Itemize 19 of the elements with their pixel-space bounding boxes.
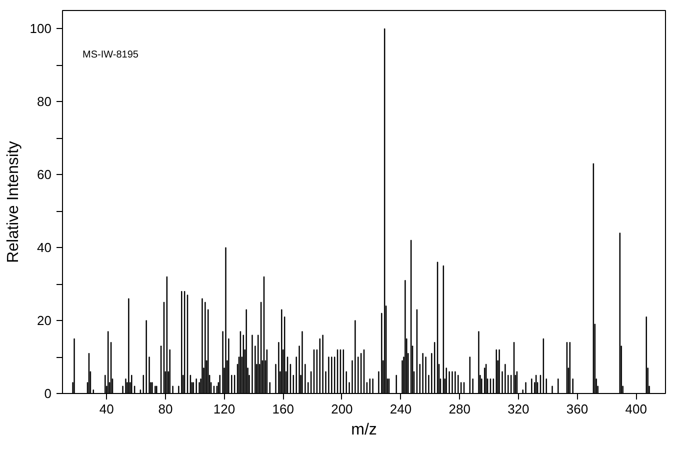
x-tick-label: 120	[213, 402, 236, 416]
x-tick-label: 360	[566, 402, 588, 416]
x-axis-title: m/z	[351, 422, 377, 438]
y-tick-label: 20	[37, 313, 52, 328]
x-tick-label: 160	[272, 402, 294, 416]
x-tick-label: 200	[331, 402, 353, 416]
x-tick-label: 400	[625, 402, 647, 416]
y-tick-label: 0	[44, 386, 52, 401]
y-tick-label: 60	[37, 167, 52, 182]
y-axis-title: Relative Intensity	[4, 141, 22, 263]
y-tick-label: 80	[37, 94, 52, 110]
x-tick-label: 280	[448, 402, 470, 416]
y-tick-label: 40	[37, 240, 52, 256]
y-tick-label: 100	[30, 21, 52, 36]
annotation: MS-IW-8195	[82, 50, 139, 60]
x-tick-label: 240	[390, 402, 412, 416]
x-tick-label: 40	[99, 402, 114, 416]
x-tick-label: 80	[158, 402, 173, 416]
x-tick-label: 320	[508, 402, 530, 416]
